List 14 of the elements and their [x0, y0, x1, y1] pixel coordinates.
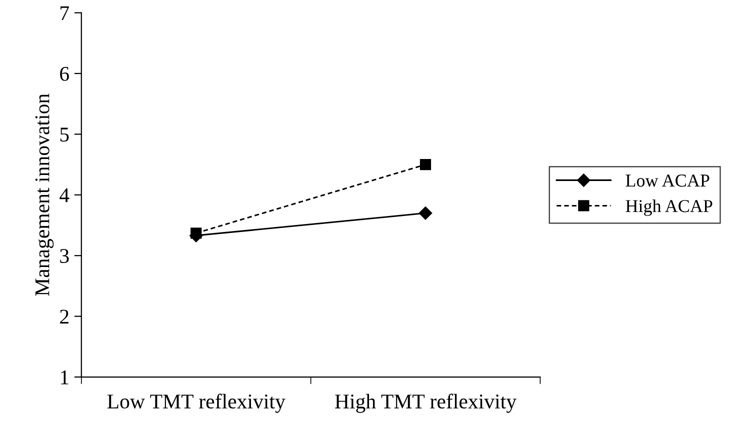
y-tick-label: 6 — [60, 66, 69, 81]
y-tick-label: 5 — [60, 128, 69, 142]
y-axis-title: Management innovation — [35, 94, 54, 296]
y-tick-label: 4 — [60, 188, 70, 202]
point — [418, 206, 432, 220]
y-tick-label: 1 — [61, 370, 68, 384]
point — [420, 158, 432, 170]
y-tick-label: 3 — [60, 249, 69, 264]
x-tick-label: High TMT reflexivity — [335, 394, 516, 413]
y-tick-label: 7 — [60, 6, 69, 20]
legend-label: High ACAP — [626, 199, 712, 216]
y-tick-label: 2 — [60, 310, 68, 324]
x-tick-label: Low TMT reflexivity — [107, 394, 286, 413]
legend-label: Low ACAP — [626, 174, 710, 187]
